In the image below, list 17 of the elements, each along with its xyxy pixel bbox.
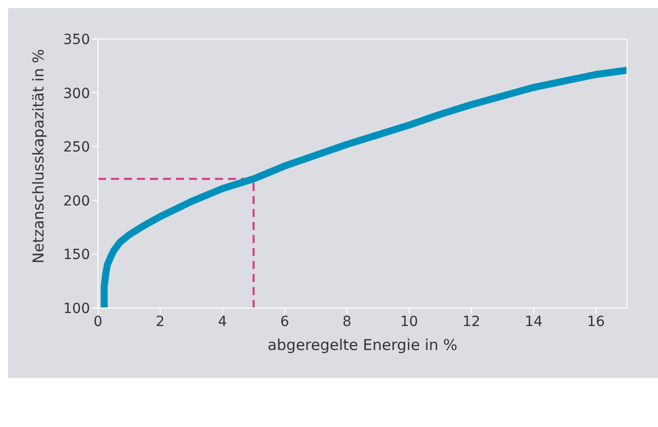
y-tick-label: 150 xyxy=(63,247,90,264)
x-tick-label: 16 xyxy=(586,314,605,330)
x-tick-label: 14 xyxy=(524,314,543,330)
x-tick-label: 6 xyxy=(280,314,290,330)
y-tick-label: 250 xyxy=(63,140,90,156)
y-tick-label: 300 xyxy=(63,86,90,102)
y-tick-label: 200 xyxy=(63,193,90,210)
y-tick-label: 350 xyxy=(63,32,90,48)
x-tick-label: 10 xyxy=(400,314,418,330)
y-tick-label: 100 xyxy=(63,300,90,317)
x-tick-label: 2 xyxy=(156,314,165,330)
x-tick-label: 12 xyxy=(462,314,480,330)
x-tick-label: 0 xyxy=(94,314,102,330)
x-tick-label: 4 xyxy=(218,314,228,330)
x-tick-label: 8 xyxy=(342,314,352,330)
y-axis-title: Netzanschlusskapazität in % xyxy=(29,48,48,264)
x-axis-title: abgeregelte Energie in % xyxy=(268,336,458,354)
